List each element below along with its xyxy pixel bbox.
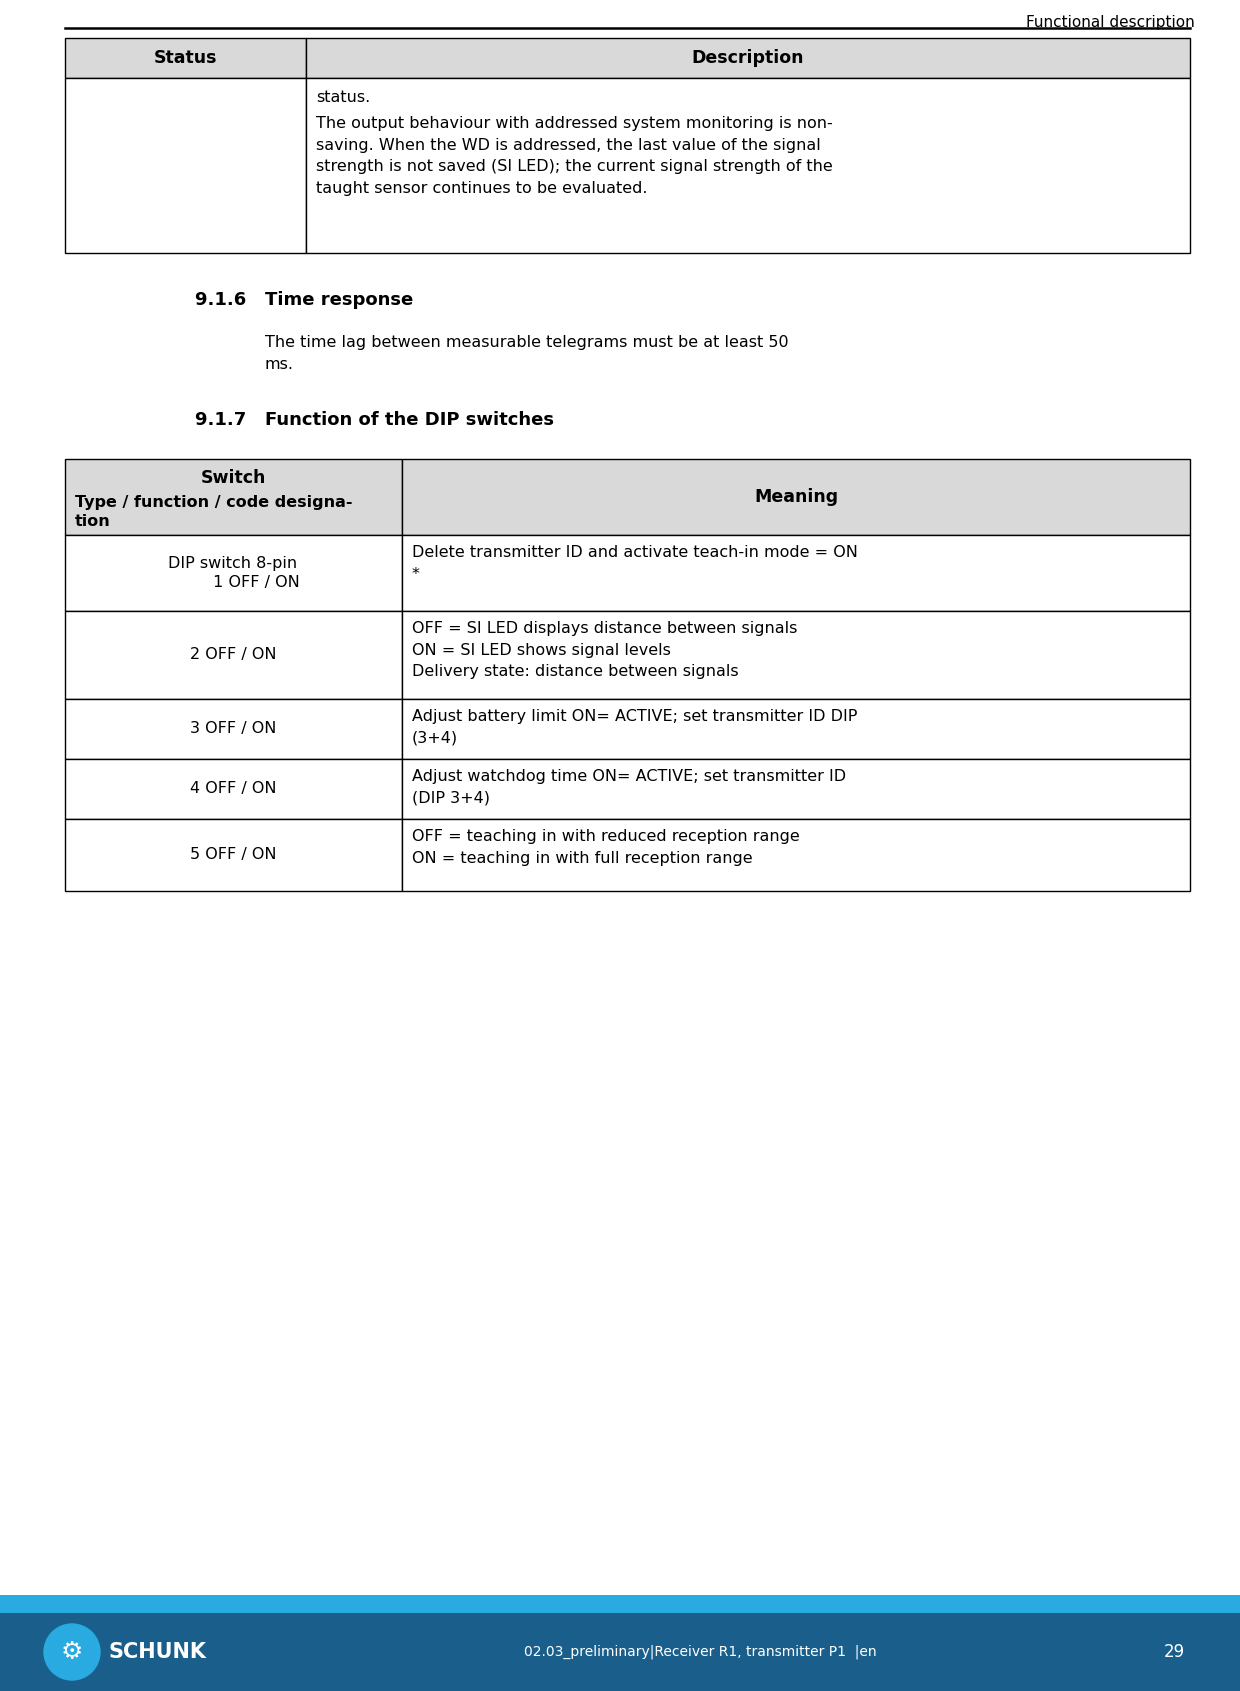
Text: 3 OFF / ON: 3 OFF / ON [190, 722, 277, 737]
Bar [64, 37, 306, 78]
Text: 02.03_preliminary|Receiver R1, transmitter P1  |en: 02.03_preliminary|Receiver R1, transmitt… [523, 1645, 877, 1659]
Bar [64, 759, 402, 818]
Bar [306, 78, 1190, 254]
Text: Description: Description [692, 49, 805, 68]
Text: OFF = teaching in with reduced reception range
ON = teaching in with full recept: OFF = teaching in with reduced reception… [412, 829, 800, 866]
Bar [64, 78, 306, 254]
Bar [402, 698, 1190, 759]
Text: 29: 29 [1164, 1644, 1185, 1661]
Bar [64, 610, 402, 698]
Text: OFF = SI LED displays distance between signals
ON = SI LED shows signal levels
D: OFF = SI LED displays distance between s… [412, 621, 797, 680]
Text: The time lag between measurable telegrams must be at least 50
ms.: The time lag between measurable telegram… [265, 335, 789, 372]
Text: DIP switch 8-pin
         1 OFF / ON: DIP switch 8-pin 1 OFF / ON [166, 556, 299, 590]
Text: The output behaviour with addressed system monitoring is non-
saving. When the W: The output behaviour with addressed syst… [316, 117, 833, 196]
Text: Functional description: Functional description [1027, 15, 1195, 30]
Text: SCHUNK: SCHUNK [108, 1642, 206, 1662]
Text: 4 OFF / ON: 4 OFF / ON [190, 781, 277, 796]
Text: 9.1.6   Time response: 9.1.6 Time response [195, 291, 413, 309]
Text: Status: Status [154, 49, 217, 68]
Text: Adjust battery limit ON= ACTIVE; set transmitter ID DIP
(3+4): Adjust battery limit ON= ACTIVE; set tra… [412, 709, 857, 746]
Bar [64, 698, 402, 759]
Text: 2 OFF / ON: 2 OFF / ON [190, 648, 277, 663]
Bar [306, 37, 1190, 78]
Text: 9.1.7   Function of the DIP switches: 9.1.7 Function of the DIP switches [195, 411, 554, 430]
Bar [0, 1613, 1240, 1691]
Circle shape [43, 1623, 100, 1679]
Text: Delete transmitter ID and activate teach-in mode = ON
*: Delete transmitter ID and activate teach… [412, 545, 858, 582]
Bar [402, 818, 1190, 891]
Bar [0, 1595, 1240, 1613]
Text: status.: status. [316, 90, 371, 105]
Bar [64, 534, 402, 610]
Circle shape [42, 1622, 102, 1683]
Text: ⚙: ⚙ [61, 1640, 83, 1664]
Bar [402, 610, 1190, 698]
Text: Switch: Switch [201, 468, 267, 487]
Text: Adjust watchdog time ON= ACTIVE; set transmitter ID
(DIP 3+4): Adjust watchdog time ON= ACTIVE; set tra… [412, 769, 846, 805]
Bar [64, 818, 402, 891]
Bar [402, 458, 1190, 534]
Bar [402, 534, 1190, 610]
Text: Meaning: Meaning [754, 489, 838, 506]
Text: 5 OFF / ON: 5 OFF / ON [190, 847, 277, 862]
Bar [64, 458, 402, 534]
Bar [402, 759, 1190, 818]
Text: Type / function / code designa-
tion: Type / function / code designa- tion [74, 495, 352, 529]
